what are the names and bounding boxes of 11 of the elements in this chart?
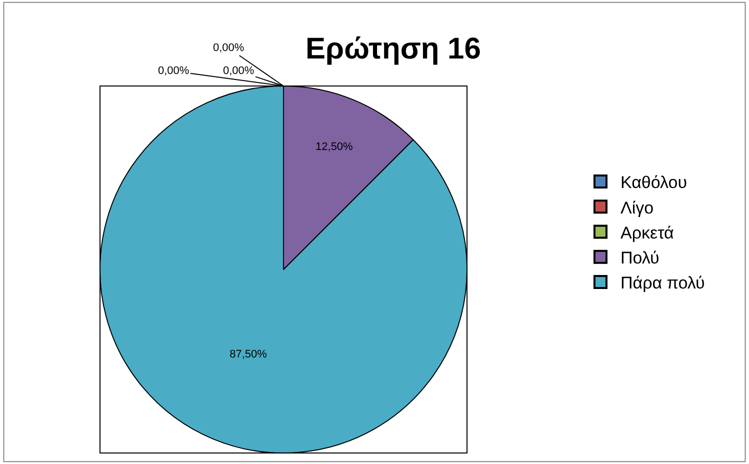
text: 0,00% (213, 42, 244, 54)
legend-label: Πάρα πολύ (620, 274, 705, 293)
text: 0,00% (223, 65, 254, 77)
legend-label: Καθόλου (620, 173, 688, 192)
data-label: 12,50% (316, 140, 354, 153)
data-label: 87,50% (230, 348, 268, 360)
legend-label: Αρκετά (620, 223, 674, 242)
text: 0,00% (158, 65, 190, 77)
legend-label: Λίγο (620, 198, 654, 218)
legend-label: Πολύ (620, 248, 660, 268)
chart-title: Ερώτηση 16 (306, 32, 481, 66)
